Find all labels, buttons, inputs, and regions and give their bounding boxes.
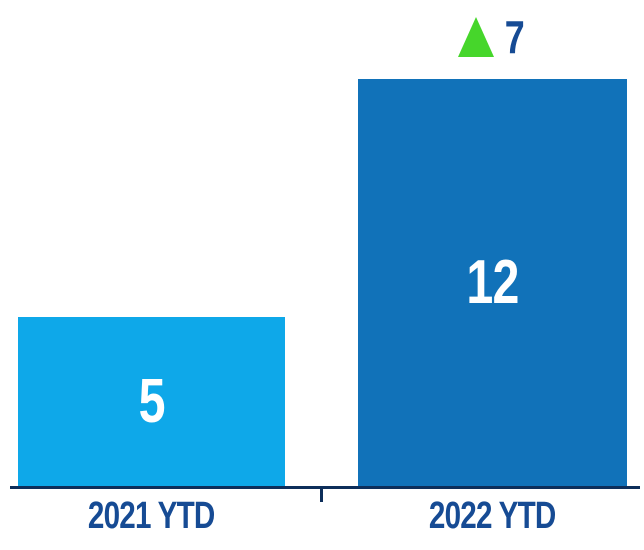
- x-axis-label-2021-ytd: 2021 YTD: [88, 495, 215, 537]
- bar-value-label: 5: [138, 367, 165, 436]
- bar-2022-ytd: 12: [358, 79, 627, 487]
- x-axis-line: [10, 486, 640, 489]
- x-axis-label-2022-ytd: 2022 YTD: [429, 495, 556, 537]
- bar-value-label: 12: [466, 248, 519, 317]
- up-triangle-icon: [458, 17, 495, 57]
- increase-annotation: 7: [358, 11, 627, 63]
- bar-2021-ytd: 5: [18, 317, 285, 487]
- x-axis-tick: [320, 488, 323, 502]
- increase-value-label: 7: [504, 11, 525, 63]
